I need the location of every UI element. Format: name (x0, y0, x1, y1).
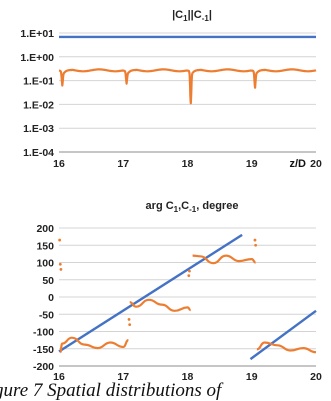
bottom-chart-series (58, 233, 317, 361)
series-orange-point (127, 318, 131, 321)
bottom-y-tick-label: 50 (42, 275, 54, 287)
series-orange-point (187, 274, 191, 278)
top-x-tick-label: 20 (310, 158, 322, 170)
series-orange-point (128, 323, 132, 326)
bottom-y-tick-label: -200 (33, 361, 54, 373)
series-orange-point (188, 269, 191, 273)
top-y-tick-label: 1.E-03 (23, 123, 54, 135)
series-orange-line (256, 341, 317, 354)
top-chart-grid (59, 32, 316, 153)
top-x-tick-label: 16 (53, 158, 65, 170)
top-y-tick-label: 1.E-04 (23, 147, 54, 159)
bottom-chart: arg C1,C-1, degree 200 150 100 50 0 -50 -100 -1… (33, 200, 322, 383)
bottom-y-tick-label: -50 (39, 309, 54, 321)
bottom-y-tick-label: -150 (33, 344, 54, 356)
bottom-x-tick-label: 16 (53, 371, 65, 383)
top-chart-y-tick-labels: 1.E+01 1.E+00 1.E-01 1.E-02 1.E-03 1.E-04 (20, 28, 54, 159)
series-orange-point (58, 262, 62, 266)
series-blue-line (58, 233, 243, 353)
figure-caption: gure 7 Spatial distributions of (0, 380, 224, 401)
bottom-y-tick-label: 200 (36, 223, 54, 235)
top-y-tick-label: 1.E-02 (23, 99, 54, 111)
series-orange-point (58, 238, 62, 242)
top-chart-x-tick-labels: 16 17 18 19 20 (53, 158, 322, 170)
series-orange-line (129, 298, 191, 312)
series-orange-point (253, 238, 257, 242)
top-chart-series (58, 35, 317, 105)
series-orange-point (59, 268, 63, 271)
bottom-y-tick-label: -100 (33, 327, 54, 339)
top-x-tick-label: 19 (246, 158, 258, 170)
bottom-y-tick-label: 0 (48, 292, 54, 304)
series-blue-line (249, 309, 317, 361)
top-chart-title: |C1||C-1| (172, 9, 212, 23)
series-orange-line (59, 336, 129, 354)
top-chart-x-axis-label: z/D (290, 158, 307, 170)
top-chart: |C1||C-1| 1.E+01 1.E+00 1.E-01 1.E-02 1.E-03… (20, 9, 322, 170)
bottom-chart-x-tick-labels: 16 17 18 19 20 (53, 371, 322, 383)
top-x-tick-label: 18 (182, 158, 194, 170)
series-orange-point (254, 243, 258, 247)
bottom-chart-title: arg C1,C-1, degree (146, 200, 239, 214)
bottom-chart-y-tick-labels: 200 150 100 50 0 -50 -100 -150 -200 (33, 223, 54, 373)
bottom-x-tick-label: 20 (310, 371, 322, 383)
top-y-tick-label: 1.E+01 (20, 28, 54, 40)
top-x-tick-label: 17 (117, 158, 129, 170)
top-y-tick-label: 1.E-01 (23, 76, 54, 88)
bottom-chart-grid (59, 227, 316, 367)
bottom-y-tick-label: 150 (36, 240, 54, 252)
top-y-tick-label: 1.E+00 (20, 52, 54, 64)
series-orange-line (192, 254, 256, 265)
bottom-x-tick-label: 17 (117, 371, 129, 383)
series-orange-line (58, 68, 317, 105)
bottom-x-tick-label: 18 (182, 371, 194, 383)
bottom-x-tick-label: 19 (246, 371, 258, 383)
bottom-y-tick-label: 100 (36, 258, 54, 270)
